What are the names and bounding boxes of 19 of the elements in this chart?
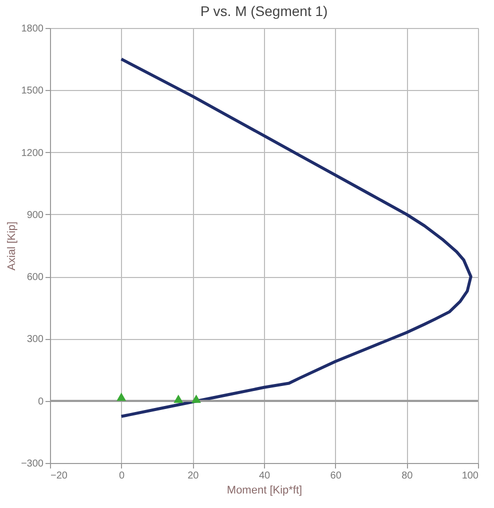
x-tick-label: 20: [188, 470, 200, 482]
x-tick-label: 100: [462, 470, 479, 482]
y-tick-label: 0: [38, 396, 44, 408]
x-tick-label: 60: [330, 470, 342, 482]
y-tick-label: 1800: [21, 24, 44, 34]
y-tick-label: 1500: [21, 86, 44, 97]
y-tick-label: 900: [26, 210, 44, 221]
x-tick-label: 0: [119, 470, 126, 482]
x-tick-label: −20: [50, 470, 68, 482]
y-tick-label: 300: [26, 334, 44, 346]
chart-title: P vs. M (Segment 1): [200, 3, 328, 19]
y-tick-label: 1200: [21, 148, 44, 159]
y-tick-label: 600: [26, 272, 44, 284]
x-tick-label: 80: [402, 470, 414, 482]
x-axis-title: Moment [Kip*ft]: [226, 484, 302, 496]
y-axis-title: Axial [Kip]: [6, 222, 18, 270]
x-tick-label: 40: [258, 470, 270, 482]
line-series: [120, 58, 472, 418]
y-tick-label: −300: [20, 458, 44, 470]
